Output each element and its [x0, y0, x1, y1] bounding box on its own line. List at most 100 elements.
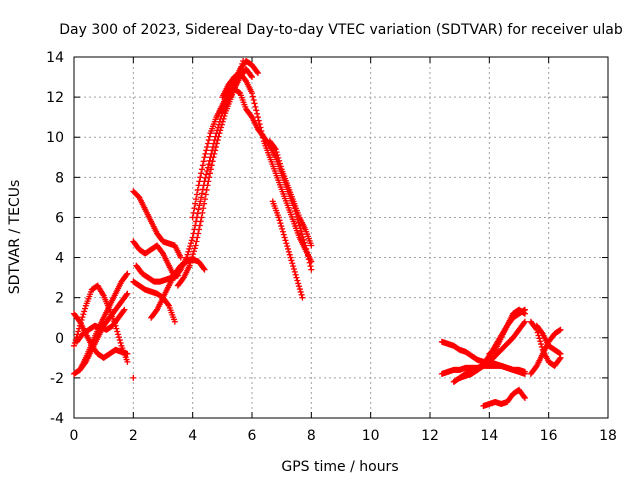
data-point-marker — [306, 259, 313, 266]
data-point-marker — [114, 328, 121, 335]
data-point-marker — [296, 286, 303, 293]
data-point-marker — [301, 239, 308, 246]
data-point-marker — [299, 294, 306, 301]
data-point-marker — [252, 103, 259, 110]
y-tick-label: 12 — [46, 90, 64, 106]
data-point-marker — [304, 249, 311, 256]
data-point-marker — [205, 137, 212, 144]
data-point-marker — [308, 266, 315, 273]
data-point-marker — [198, 194, 205, 201]
data-point-marker — [113, 325, 120, 332]
data-point-marker — [536, 335, 543, 342]
data-point-marker — [187, 243, 194, 250]
data-point-marker — [290, 266, 297, 273]
data-point-marker — [196, 226, 203, 233]
data-point-marker — [124, 358, 131, 365]
data-point-marker — [281, 234, 288, 241]
data-point-marker — [81, 308, 88, 315]
data-point-marker — [279, 225, 286, 232]
data-point-marker — [195, 182, 202, 189]
data-point-marker — [535, 332, 542, 339]
data-point-marker — [195, 230, 202, 237]
data-point-marker — [278, 223, 285, 230]
data-point-marker — [123, 271, 130, 278]
data-point-marker — [282, 237, 289, 244]
x-axis-label: GPS time / hours — [281, 459, 398, 475]
chart-title: Day 300 of 2023, Sidereal Day-to-day VTE… — [59, 22, 623, 38]
data-point-marker — [201, 200, 208, 207]
data-point-marker — [196, 222, 203, 229]
data-point-marker — [286, 251, 293, 258]
data-point-marker — [521, 368, 528, 375]
data-point-marker — [291, 268, 298, 275]
data-point-marker — [198, 190, 205, 197]
data-point-marker — [71, 342, 77, 349]
data-point-marker — [275, 154, 282, 161]
data-point-marker — [200, 205, 207, 212]
x-tick-label: 6 — [248, 428, 257, 444]
data-point-marker — [294, 277, 301, 284]
data-point-marker — [521, 310, 528, 317]
data-point-marker — [183, 254, 190, 261]
data-point-marker — [213, 140, 220, 147]
x-tick-label: 2 — [129, 428, 138, 444]
data-point-marker — [210, 154, 217, 161]
data-point-marker — [201, 154, 208, 161]
y-tick-label: -2 — [50, 371, 64, 387]
data-point-marker — [197, 174, 204, 181]
data-point-marker — [290, 263, 297, 270]
data-point-marker — [75, 328, 82, 335]
data-point-marker — [557, 350, 564, 357]
x-tick-label: 4 — [188, 428, 197, 444]
y-tick-label: 10 — [46, 130, 64, 146]
data-point-marker — [207, 170, 214, 177]
data-point-marker — [295, 280, 302, 287]
data-point-marker — [198, 166, 205, 173]
data-point-marker — [203, 171, 210, 178]
data-point-marker — [191, 205, 198, 212]
data-point-marker — [196, 178, 203, 185]
data-point-marker — [538, 341, 545, 348]
data-points — [71, 58, 564, 409]
data-point-marker — [199, 209, 206, 216]
data-point-marker — [190, 209, 197, 216]
data-point-marker — [304, 252, 311, 259]
data-point-marker — [115, 331, 122, 338]
x-tick-label: 16 — [540, 428, 558, 444]
data-point-marker — [289, 260, 296, 267]
y-tick-label: 8 — [55, 170, 64, 186]
data-point-marker — [124, 270, 131, 277]
data-point-marker — [193, 191, 200, 198]
data-point-marker — [186, 245, 193, 252]
data-point-marker — [190, 248, 197, 255]
data-point-marker — [283, 240, 290, 247]
data-point-marker — [276, 157, 283, 164]
data-point-marker — [79, 314, 86, 321]
data-point-marker — [190, 251, 197, 258]
data-point-marker — [201, 196, 208, 203]
data-point-marker — [284, 243, 291, 250]
axis-ticks: 0 2 4 6 8 10 12 14 16 18 -4 -2 0 2 4 6 8 10 12 14 — [46, 50, 617, 444]
data-point-marker — [202, 150, 209, 157]
data-point-marker — [196, 202, 203, 209]
data-point-marker — [123, 291, 130, 298]
data-point-marker — [307, 263, 314, 270]
data-point-marker — [198, 214, 205, 221]
data-point-marker — [521, 319, 528, 326]
data-point-marker — [200, 158, 207, 165]
y-tick-label: 2 — [55, 291, 64, 307]
data-point-marker — [249, 74, 255, 81]
data-point-marker — [297, 288, 304, 295]
data-point-marker — [205, 178, 212, 185]
data-point-marker — [193, 196, 200, 203]
y-tick-label: 4 — [55, 251, 64, 267]
data-point-marker — [177, 254, 184, 261]
data-point-marker — [254, 68, 261, 75]
data-point-marker — [188, 237, 195, 244]
data-point-marker — [202, 191, 209, 198]
data-point-marker — [218, 124, 225, 131]
data-point-marker — [214, 137, 221, 144]
y-tick-label: 14 — [46, 50, 64, 66]
data-point-marker — [185, 248, 192, 255]
